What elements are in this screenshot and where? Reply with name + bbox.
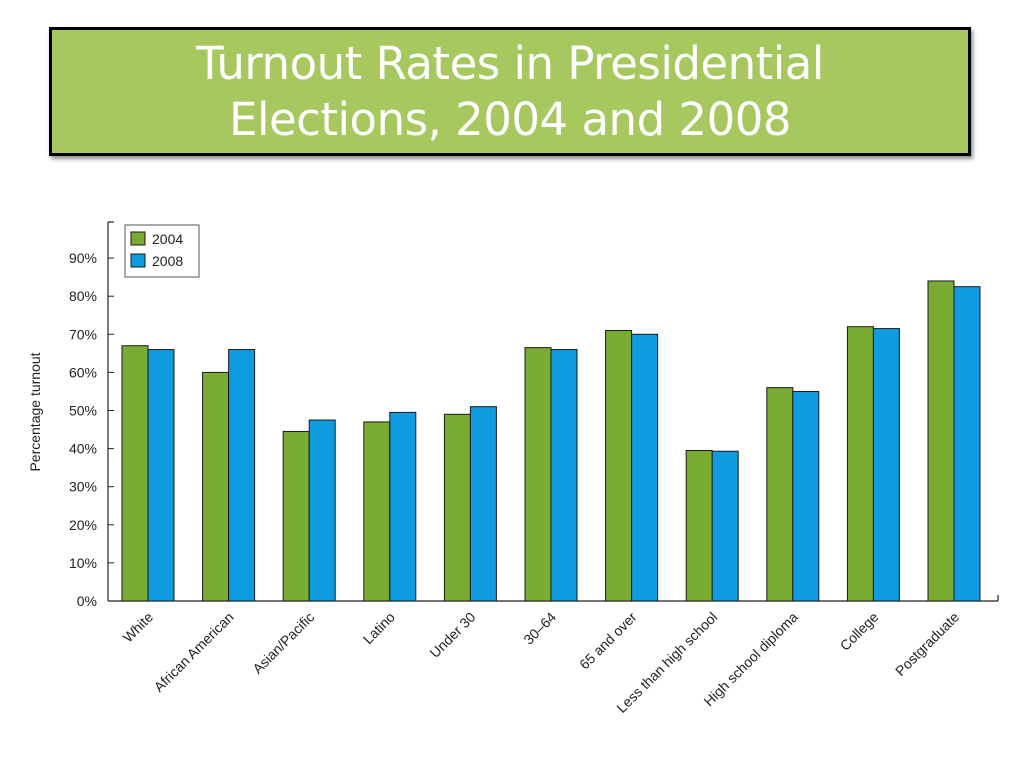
bar-2008 bbox=[872, 328, 900, 602]
bar-2008 bbox=[469, 406, 497, 602]
y-axis-title: Percentage turnout bbox=[27, 352, 43, 471]
bar-2004 bbox=[846, 326, 874, 602]
legend-label: 2004 bbox=[152, 231, 183, 247]
y-tick-label: 40% bbox=[69, 441, 97, 457]
bar-2004 bbox=[363, 421, 391, 602]
x-category-label: African American bbox=[151, 609, 237, 695]
bar-2004 bbox=[282, 430, 310, 602]
bar-2004 bbox=[524, 347, 552, 602]
y-tick-label: 30% bbox=[69, 479, 97, 495]
y-tick-label: 70% bbox=[69, 326, 97, 342]
bar-2008 bbox=[631, 333, 659, 602]
bar-2004 bbox=[766, 387, 794, 602]
slide-title: Turnout Rates in Presidential Elections,… bbox=[196, 36, 824, 146]
y-tick-label: 0% bbox=[77, 593, 97, 609]
bar-2008 bbox=[711, 450, 739, 602]
legend-swatch bbox=[130, 231, 146, 246]
x-category-label: White bbox=[119, 609, 156, 646]
y-tick-label: 60% bbox=[69, 364, 97, 380]
bar-2004 bbox=[605, 329, 633, 602]
bar-2004 bbox=[685, 450, 713, 602]
legend-swatch bbox=[130, 253, 146, 268]
x-category-label: 65 and over bbox=[576, 609, 640, 673]
bar-2008 bbox=[550, 349, 578, 602]
bar-2008 bbox=[308, 419, 336, 602]
y-tick-label: 90% bbox=[69, 250, 97, 266]
chart-legend: 2004 2008 bbox=[124, 224, 200, 278]
bar-2004 bbox=[927, 280, 955, 602]
y-tick-label: 20% bbox=[69, 517, 97, 533]
y-tick-label: 10% bbox=[69, 555, 97, 571]
title-banner: Turnout Rates in Presidential Elections,… bbox=[49, 27, 971, 156]
bar-2008 bbox=[389, 411, 417, 602]
bar-2008 bbox=[228, 349, 256, 602]
y-tick-label: 50% bbox=[69, 403, 97, 419]
bar-2004 bbox=[443, 413, 471, 602]
x-category-label: Under 30 bbox=[426, 609, 478, 661]
x-category-label: Asian/Pacific bbox=[249, 609, 317, 677]
x-category-label: Latino bbox=[360, 609, 398, 647]
chart-bars bbox=[121, 280, 981, 602]
y-tick-labels: 0% 10% 20% 30% 40% 50% 60% 70% 80% 90% bbox=[69, 250, 114, 609]
y-tick-label: 80% bbox=[69, 288, 97, 304]
bar-2008 bbox=[792, 390, 820, 602]
bar-2008 bbox=[953, 286, 981, 602]
legend-label: 2008 bbox=[152, 253, 183, 269]
x-category-label: 30–64 bbox=[520, 609, 559, 648]
x-category-label: College bbox=[837, 609, 882, 654]
bar-2004 bbox=[202, 371, 230, 602]
bar-2008 bbox=[147, 349, 175, 602]
x-category-label: Postgraduate bbox=[892, 609, 962, 679]
bar-2004 bbox=[121, 345, 149, 602]
